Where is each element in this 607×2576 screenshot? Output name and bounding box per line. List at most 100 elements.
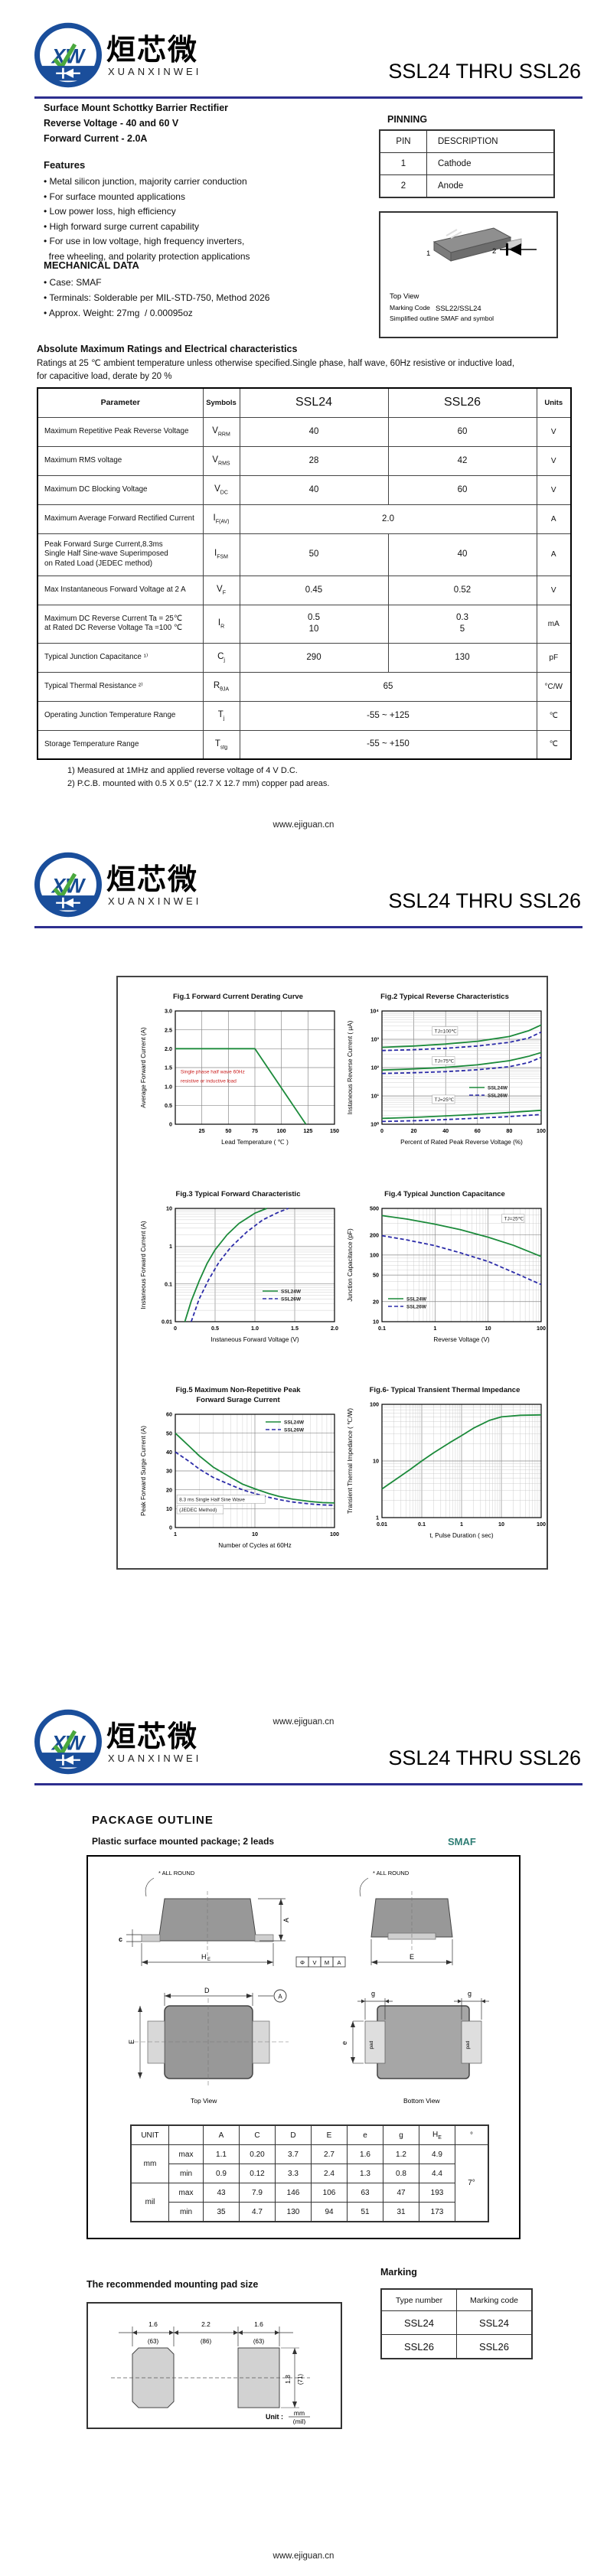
pinning-row: 2 Anode [379,174,555,198]
dim-value: 43 [203,2183,240,2203]
value-ssl24: 50 [239,533,389,576]
parameter-cell: Maximum DC Reverse Current Ta = 25℃ at R… [37,604,204,644]
svg-text:0: 0 [169,1524,172,1531]
dim-col-angle: ° [455,2124,489,2145]
pinning-col-desc: DESCRIPTION [426,129,555,153]
feature-item: • For use in low voltage, high frequency… [44,236,245,246]
units-cell: ℃ [536,700,572,731]
svg-text:SSL26W: SSL26W [281,1297,302,1303]
value-ssl26: 60 [387,474,537,505]
ratings-row: Storage Temperature Range Tstg -55 ~ +150 ℃ [37,729,572,760]
package-drawing-box: * ALL ROUND c H E A [86,1855,521,2239]
fig4-series [381,1234,542,1286]
figures-box [116,976,548,1570]
ratings-row: Operating Junction Temperature Range Tj -5… [37,700,572,731]
page2-header: XW 烜芯微 XUANXINWEI SSL24 THRU SSL26 [34,851,583,929]
svg-text:10³: 10³ [371,1036,380,1043]
svg-text:500: 500 [370,1205,379,1212]
dim-value: 4.9 [419,2144,455,2164]
parameter-cell: Maximum Average Forward Rectified Curren… [37,504,204,534]
features-list: • Metal silicon junction, majority carri… [44,174,250,264]
svg-text:SSL26W: SSL26W [406,1305,427,1310]
fig2-title: Fig.2 Typical Reverse Characteristics [380,993,509,1001]
value-ssl26: 42 [387,445,537,476]
dim-value: 7.9 [239,2183,276,2203]
parameter-cell: Operating Junction Temperature Range [37,700,204,731]
svg-text:Number of Cycles at 60Hz: Number of Cycles at 60Hz [218,1542,292,1549]
dim-value: 173 [419,2202,455,2222]
diode-icon [56,897,80,908]
fig4-series [381,1215,542,1257]
dim-col: e [347,2124,383,2145]
svg-text:10⁰: 10⁰ [370,1121,379,1128]
dim-value: 1.2 [383,2144,419,2164]
svg-text:1.0: 1.0 [251,1325,259,1332]
dim-g-label: g [468,1990,472,1997]
fig5-series [175,1433,335,1504]
footer-url[interactable]: www.ejiguan.cn [272,2552,335,2561]
fig1-container: Fig.1 Forward Current Derating Curve Sin… [135,992,341,1171]
symbol-cell: IFSM [202,533,240,576]
page3-header: XW 烜芯微 XUANXINWEI SSL24 THRU SSL26 [34,1708,583,1786]
doc-title: SSL24 THRU SSL26 [388,1746,581,1769]
svg-text:10: 10 [373,1458,379,1465]
svg-text:0.01: 0.01 [162,1319,172,1325]
svg-text:25: 25 [199,1127,205,1134]
svg-text:resistive or inductive load: resistive or inductive load [181,1079,237,1084]
units-cell: V [536,445,572,476]
pinning-heading: PINNING [387,114,428,125]
col-parameter: Parameter [37,387,204,418]
svg-text:40: 40 [442,1127,449,1134]
footer-url[interactable]: www.ejiguan.cn [272,1717,335,1727]
dim-g-label: g [371,1990,375,1997]
marking-heading: Marking [380,2267,417,2278]
dim-e-label: E [128,2040,135,2044]
doc-title: SSL24 THRU SSL26 [388,60,581,83]
symbol-cell: Tj [202,700,240,731]
dim-value: 35 [203,2202,240,2222]
top-view-label: Top View [191,2097,217,2105]
footnotes: 1) Measured at 1MHz and applied reverse … [67,765,329,791]
brand-chinese: 烜芯微 [106,33,199,67]
svg-text:1.0: 1.0 [165,1083,172,1090]
pad-width-mm: 1.6 [254,2320,263,2328]
dim-row: mm max 1.1 0.20 3.7 2.7 1.6 1.2 4.9 7° [130,2144,489,2222]
svg-text:100: 100 [537,1521,546,1528]
company-logo-icon: XW [34,852,102,918]
header-rule [34,926,583,928]
units-cell: V [536,474,572,505]
dim-value: 2.7 [311,2144,348,2164]
svg-text:10²: 10² [371,1065,380,1071]
parameter-cell: Max Instantaneous Forward Voltage at 2 A [37,575,204,605]
col-ssl26: SSL26 [387,387,537,418]
svg-text:TJ=25℃: TJ=25℃ [504,1217,524,1222]
dim-value: 94 [311,2202,348,2222]
dim-value: 0.20 [239,2144,276,2164]
diode-icon [56,1754,80,1766]
bottom-view-label: Bottom View [403,2097,440,2105]
svg-text:100: 100 [330,1531,339,1537]
fig4-chart: TJ=25℃ SSL24W SSL26W 0.1 1 10 100 10 20 50 100 200 5… [342,1201,547,1368]
svg-text:10⁴: 10⁴ [370,1008,379,1015]
dim-value: 47 [383,2183,419,2203]
svg-text:60: 60 [475,1127,481,1134]
dim-value: 63 [347,2183,383,2203]
parameter-cell: Maximum RMS voltage [37,445,204,476]
unit-label: Unit : [266,2413,283,2421]
svg-text:0: 0 [174,1325,177,1332]
dim-value: 4.7 [239,2202,276,2222]
svg-text:50: 50 [373,1272,379,1279]
svg-text:100: 100 [537,1127,546,1134]
company-logo-icon: XW [34,22,102,88]
svg-text:SSL24W: SSL24W [488,1086,508,1091]
svg-text:(JEDEC Method): (JEDEC Method) [179,1508,217,1513]
fig3-chart: SSL24W SSL26W 0 0.5 1.0 1.5 2.0 0.01 0.1 1 10 Insta… [135,1201,341,1368]
value-ssl24: 0.45 [239,575,389,605]
pinning-col-pin: PIN [379,129,427,153]
fig5-series [175,1451,335,1506]
dim-col: HE [419,2124,455,2145]
footer-url[interactable]: www.ejiguan.cn [272,820,335,830]
dim-value: 193 [419,2183,455,2203]
units-cell: pF [536,642,572,673]
marking-code: SSL24 [456,2310,533,2335]
